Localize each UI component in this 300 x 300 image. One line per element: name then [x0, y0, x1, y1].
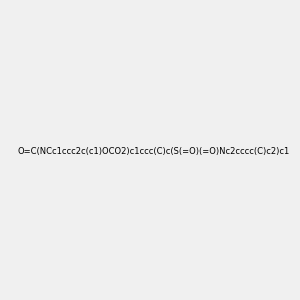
Text: O=C(NCc1ccc2c(c1)OCO2)c1ccc(C)c(S(=O)(=O)Nc2cccc(C)c2)c1: O=C(NCc1ccc2c(c1)OCO2)c1ccc(C)c(S(=O)(=O… [18, 147, 290, 156]
